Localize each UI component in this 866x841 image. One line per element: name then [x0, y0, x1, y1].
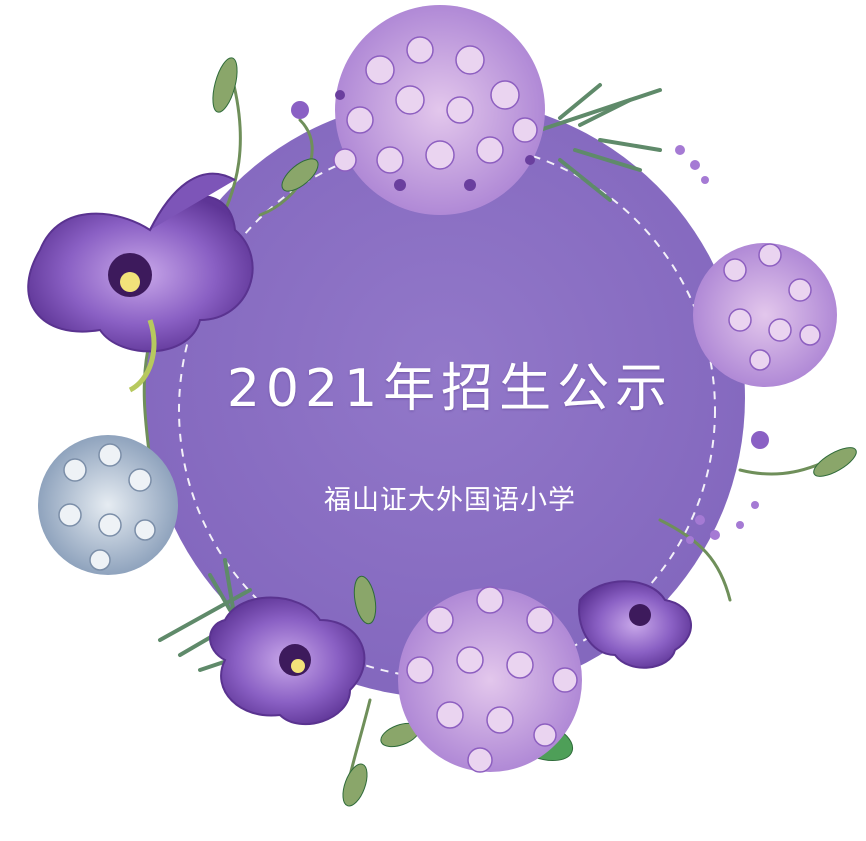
page-title: 2021年招生公示	[226, 359, 674, 419]
allium-sprigs	[291, 101, 769, 544]
hydrangea-blue-left	[38, 435, 178, 575]
hydrangea-bottom	[398, 586, 582, 773]
school-name: 福山证大外国语小学	[324, 485, 576, 516]
purple-circle	[145, 98, 745, 698]
iris-flower-top-left	[27, 172, 254, 393]
hydrangea-top	[333, 5, 545, 215]
iris-flower-right	[578, 580, 692, 669]
hydrangea-right	[693, 243, 837, 387]
iris-flower-bottom-left	[209, 596, 366, 725]
